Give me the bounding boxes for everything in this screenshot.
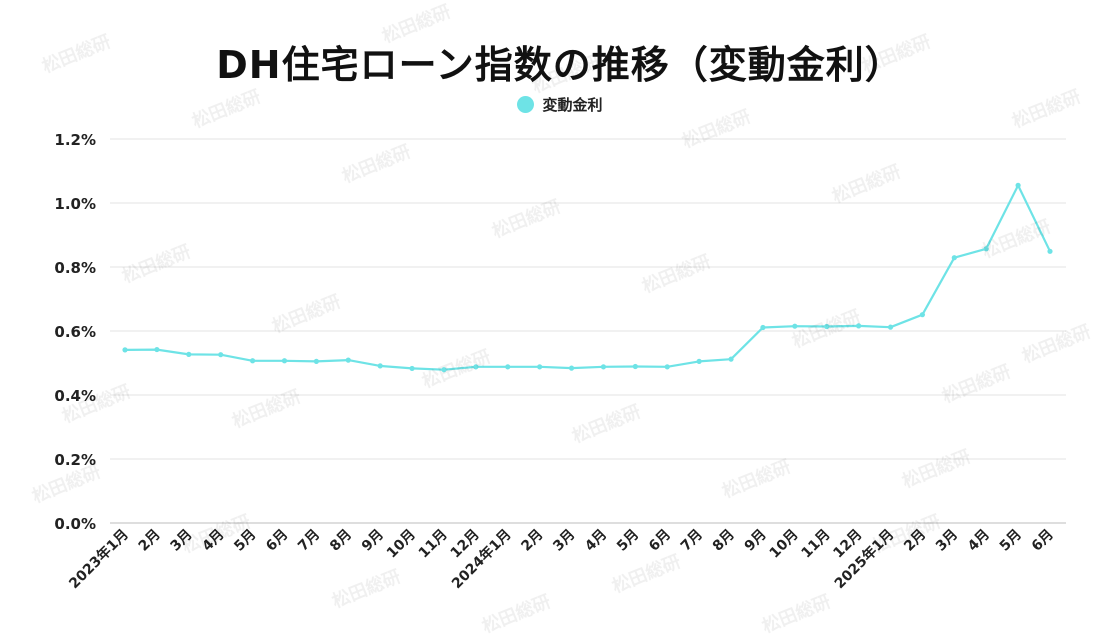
data-point — [218, 352, 224, 358]
legend-swatch — [517, 96, 535, 113]
data-point — [664, 364, 670, 370]
x-tick-label: 7月 — [678, 527, 706, 555]
x-tick-label: 5月 — [614, 527, 642, 555]
x-tick-label: 6月 — [263, 527, 291, 555]
x-tick-label: 6月 — [646, 527, 674, 555]
data-point — [760, 324, 766, 331]
data-point — [792, 323, 798, 329]
x-tick-label: 3月 — [168, 527, 196, 555]
y-tick-label: 0.4% — [54, 387, 96, 405]
data-point — [441, 367, 447, 373]
x-tick-label: 11月 — [799, 527, 834, 562]
data-point — [824, 323, 830, 330]
x-tick-label: 2月 — [518, 527, 546, 555]
data-point — [632, 363, 638, 370]
x-tick-label: 3月 — [550, 527, 578, 555]
data-point — [568, 365, 575, 371]
data-point — [505, 364, 511, 370]
x-tick-label: 4月 — [199, 527, 227, 555]
data-point — [409, 365, 415, 372]
data-point — [600, 364, 607, 370]
chart-title: DH住宅ローン指数の推移（変動金利） — [216, 43, 904, 87]
data-point — [1015, 182, 1021, 188]
x-tick-label: 10月 — [384, 527, 419, 562]
data-point — [281, 358, 288, 364]
data-point — [537, 364, 543, 370]
x-tick-label: 4月 — [965, 527, 993, 555]
data-point — [1047, 248, 1053, 254]
data-point — [728, 356, 734, 362]
x-tick-label: 2月 — [136, 527, 164, 555]
data-point — [345, 357, 351, 363]
x-tick-label: 10月 — [767, 527, 802, 562]
x-tick-label: 5月 — [231, 527, 259, 555]
data-point — [887, 324, 894, 330]
data-point — [856, 323, 862, 329]
x-tick-label: 3月 — [933, 527, 961, 555]
data-point — [951, 255, 957, 261]
data-point — [313, 358, 319, 364]
legend: 変動金利 — [0, 94, 1120, 115]
data-point — [377, 363, 383, 369]
series-line — [124, 184, 1051, 371]
data-point — [249, 358, 256, 364]
data-point — [473, 364, 479, 370]
y-tick-label: 1.0% — [54, 195, 96, 213]
data-point — [983, 246, 989, 252]
x-tick-label: 7月 — [295, 527, 323, 555]
x-tick-label: 8月 — [710, 527, 738, 555]
x-tick-label: 6月 — [1029, 527, 1057, 555]
y-tick-label: 0.6% — [54, 323, 96, 341]
x-tick-label: 8月 — [327, 527, 355, 555]
data-point — [919, 312, 926, 318]
legend-label: 変動金利 — [542, 96, 603, 114]
data-point — [122, 347, 128, 353]
data-point — [154, 346, 160, 353]
y-tick-label: 1.2% — [54, 131, 96, 149]
data-point — [186, 351, 192, 357]
x-tick-label: 5月 — [997, 527, 1025, 555]
x-tick-label: 2023年1月 — [66, 526, 132, 592]
x-tick-label: 11月 — [416, 527, 451, 562]
y-tick-label: 0.2% — [54, 451, 96, 469]
data-point — [696, 358, 702, 364]
x-tick-label: 2月 — [901, 527, 929, 555]
y-tick-label: 0.8% — [54, 259, 96, 277]
x-tick-label: 4月 — [582, 527, 610, 555]
y-tick-label: 0.0% — [54, 515, 96, 533]
